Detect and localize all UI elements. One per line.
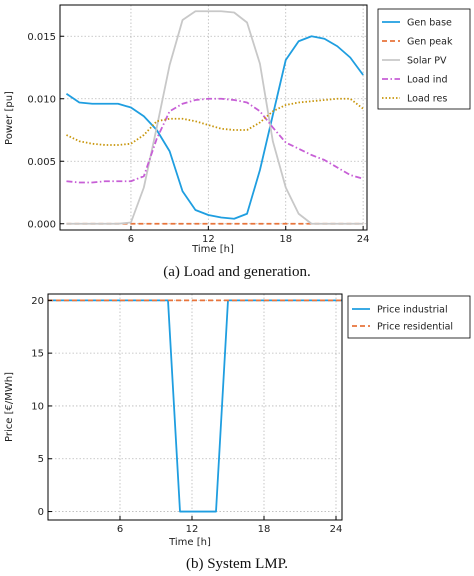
chart-a-series-line-5 bbox=[66, 97, 364, 146]
chart-b-series bbox=[48, 299, 342, 513]
chart-a-ytick-label: 0.005 bbox=[27, 157, 56, 168]
chart-a-caption: (a) Load and generation. bbox=[163, 264, 310, 280]
chart-a-xtick-label: 12 bbox=[202, 234, 215, 245]
chart-a-legend-label: Load ind bbox=[407, 75, 448, 86]
chart-a-series-line-3 bbox=[66, 10, 364, 225]
chart-b-grid bbox=[48, 294, 342, 520]
chart-b-xlabel: Time [h] bbox=[168, 537, 211, 548]
chart-b-ytick-label: 15 bbox=[31, 349, 44, 360]
chart-a-ytick-label: 0.015 bbox=[27, 32, 56, 43]
chart-a-legend-label: Gen peak bbox=[407, 37, 453, 48]
chart-a-legend-box bbox=[377, 8, 471, 110]
chart-b-legend-box bbox=[347, 295, 471, 339]
chart-a-xtick-label: 6 bbox=[128, 234, 134, 245]
chart-a-ytick-label: 0.010 bbox=[27, 94, 56, 105]
chart-b-ticks: 6 12 18 24 0 5 10 15 20 bbox=[31, 296, 342, 535]
chart-b-ytick-label: 5 bbox=[38, 454, 44, 465]
chart-b-xtick-label: 6 bbox=[117, 524, 123, 535]
chart-b-ytick-label: 0 bbox=[38, 507, 44, 518]
chart-a-legend: Gen base Gen peak Solar PV Load ind Load res bbox=[377, 8, 471, 110]
chart-b-caption: (b) System LMP. bbox=[186, 556, 288, 572]
chart-b-ylabel: Price [€/MWh] bbox=[4, 372, 15, 442]
chart-a-legend-label: Solar PV bbox=[407, 56, 447, 67]
chart-b: 6 12 18 24 0 5 10 15 20 Time [h] Price [€/MWh] P… bbox=[4, 293, 471, 572]
chart-a-legend-label: Gen base bbox=[407, 18, 452, 29]
chart-a-xtick-label: 18 bbox=[279, 234, 292, 245]
chart-b-legend-label: Price residential bbox=[377, 322, 453, 333]
chart-a-series-line-1 bbox=[65, 35, 364, 220]
chart-b-frame bbox=[47, 293, 343, 521]
chart-a-ytick-label: 0.000 bbox=[27, 219, 56, 230]
chart-b-xtick-label: 24 bbox=[330, 524, 343, 535]
chart-b-legend-label: Price industrial bbox=[377, 305, 448, 316]
chart-a-ticks: 6 12 18 24 0.000 0.005 0.010 0.015 bbox=[27, 32, 369, 245]
chart-b-xtick-label: 12 bbox=[186, 524, 199, 535]
chart-a: 6 12 18 24 0.000 0.005 0.010 0.015 Time [h] Pow… bbox=[4, 4, 471, 280]
chart-a-xtick-label: 24 bbox=[357, 234, 370, 245]
chart-a-ylabel: Power [pu] bbox=[4, 91, 15, 145]
chart-b-xtick-label: 18 bbox=[258, 524, 271, 535]
chart-a-series-line-4 bbox=[66, 97, 364, 184]
chart-a-frame bbox=[59, 4, 368, 231]
chart-a-legend-label: Load res bbox=[407, 94, 447, 105]
chart-b-ytick-label: 10 bbox=[31, 401, 44, 412]
chart-b-legend: Price industrial Price residential bbox=[347, 295, 471, 339]
chart-b-ytick-label: 20 bbox=[31, 296, 44, 307]
chart-a-xlabel: Time [h] bbox=[191, 244, 234, 255]
chart-a-series bbox=[65, 10, 364, 225]
